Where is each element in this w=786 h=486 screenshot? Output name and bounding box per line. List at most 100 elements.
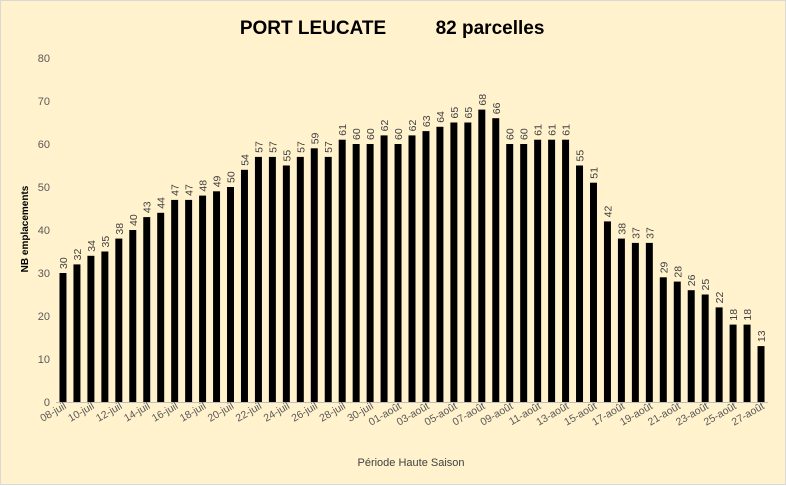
data-label: 61: [337, 124, 349, 136]
x-tick-label: 16-juil: [150, 400, 180, 424]
chart-title: PORT LEUCATE: [240, 18, 386, 39]
data-label: 35: [100, 236, 112, 248]
bar: [687, 290, 695, 402]
data-label: 22: [714, 292, 726, 304]
bar: [296, 156, 304, 402]
bar: [59, 273, 67, 402]
bar: [701, 294, 709, 402]
data-label: 60: [365, 128, 377, 140]
x-tick-label: 12-juil: [94, 400, 124, 424]
data-label: 13: [756, 330, 768, 342]
x-tick-label: 22-juil: [234, 400, 264, 424]
bar: [227, 187, 234, 402]
bar: [408, 135, 416, 402]
x-tick-label: 18-juil: [178, 400, 208, 424]
data-label: 47: [184, 184, 196, 196]
y-tick-label: 30: [38, 268, 50, 280]
bar: [450, 122, 458, 402]
bar: [324, 156, 332, 402]
data-label: 42: [602, 206, 614, 218]
x-tick-label: 10-juil: [66, 400, 96, 424]
bar: [673, 281, 681, 402]
bar: [87, 255, 95, 402]
data-label: 54: [239, 154, 251, 166]
bar: [171, 199, 179, 402]
bar: [380, 135, 388, 402]
bar: [240, 169, 248, 402]
bar: [576, 165, 584, 402]
data-label: 65: [449, 107, 461, 119]
data-label: 61: [561, 124, 573, 136]
bar: [478, 109, 486, 402]
x-axis-title: Période Haute Saison: [357, 457, 464, 469]
data-label: 29: [658, 261, 670, 273]
bar: [617, 238, 625, 402]
data-label: 48: [198, 180, 210, 192]
bar: [436, 126, 444, 403]
data-label: 26: [686, 274, 698, 286]
y-tick-label: 50: [38, 182, 50, 194]
data-label: 25: [700, 279, 712, 291]
bar: [268, 156, 276, 402]
bar: [199, 195, 207, 402]
bar: [143, 217, 151, 402]
bar: [659, 277, 667, 402]
y-tick-label: 10: [38, 354, 50, 366]
data-label: 65: [463, 107, 475, 119]
x-tick-label: 26-juil: [290, 400, 320, 424]
data-label: 50: [226, 171, 238, 183]
data-label: 51: [588, 167, 600, 179]
data-label: 43: [142, 201, 154, 213]
bar: [352, 144, 360, 402]
bar: [743, 324, 751, 402]
bar: [506, 144, 514, 402]
data-label: 57: [253, 141, 265, 153]
bar: [757, 346, 765, 402]
bar: [310, 148, 318, 402]
bar: [464, 122, 472, 402]
data-label: 28: [672, 266, 684, 278]
data-label: 60: [505, 128, 517, 140]
data-label: 57: [323, 141, 335, 153]
bar: [520, 144, 528, 402]
x-axis-ticks: 08-juil10-juil12-juil14-juil16-juil18-ju…: [38, 400, 766, 428]
y-tick-label: 60: [38, 139, 50, 151]
bar: [715, 307, 723, 402]
data-label: 38: [114, 223, 126, 235]
data-label: 57: [267, 141, 279, 153]
bar: [729, 324, 737, 402]
bar: [534, 139, 542, 402]
y-tick-label: 80: [38, 53, 50, 65]
bar: [590, 182, 597, 402]
bar: [129, 230, 137, 402]
data-label: 30: [58, 257, 70, 269]
data-label: 68: [477, 94, 489, 106]
x-tick-label: 14-juil: [122, 400, 152, 424]
data-label: 44: [156, 197, 168, 209]
bar: [157, 212, 165, 402]
data-label: 57: [295, 141, 307, 153]
chart-subtitle: 82 parcelles: [436, 18, 545, 39]
bar: [631, 242, 639, 402]
bar: [394, 144, 402, 402]
bar: [185, 199, 193, 402]
bar: [254, 156, 262, 402]
data-label: 62: [379, 120, 391, 132]
x-tick-label: 08-juil: [38, 400, 68, 424]
x-tick-label: 24-juil: [262, 400, 292, 424]
bar: [603, 221, 611, 402]
y-axis-title: NB emplacements: [20, 185, 31, 272]
data-label: 18: [728, 309, 740, 321]
y-axis-ticks: 0 10 20 30 40 50 60 70 80: [38, 53, 50, 409]
bar: [492, 118, 500, 402]
x-tick-label: 28-juil: [317, 400, 347, 424]
data-label: 55: [281, 150, 293, 162]
x-tick-label: 27-août: [730, 400, 767, 428]
data-label: 61: [547, 124, 559, 136]
bar: [213, 191, 221, 402]
bar: [73, 264, 81, 402]
bar: [422, 131, 430, 402]
bar: [548, 139, 556, 402]
